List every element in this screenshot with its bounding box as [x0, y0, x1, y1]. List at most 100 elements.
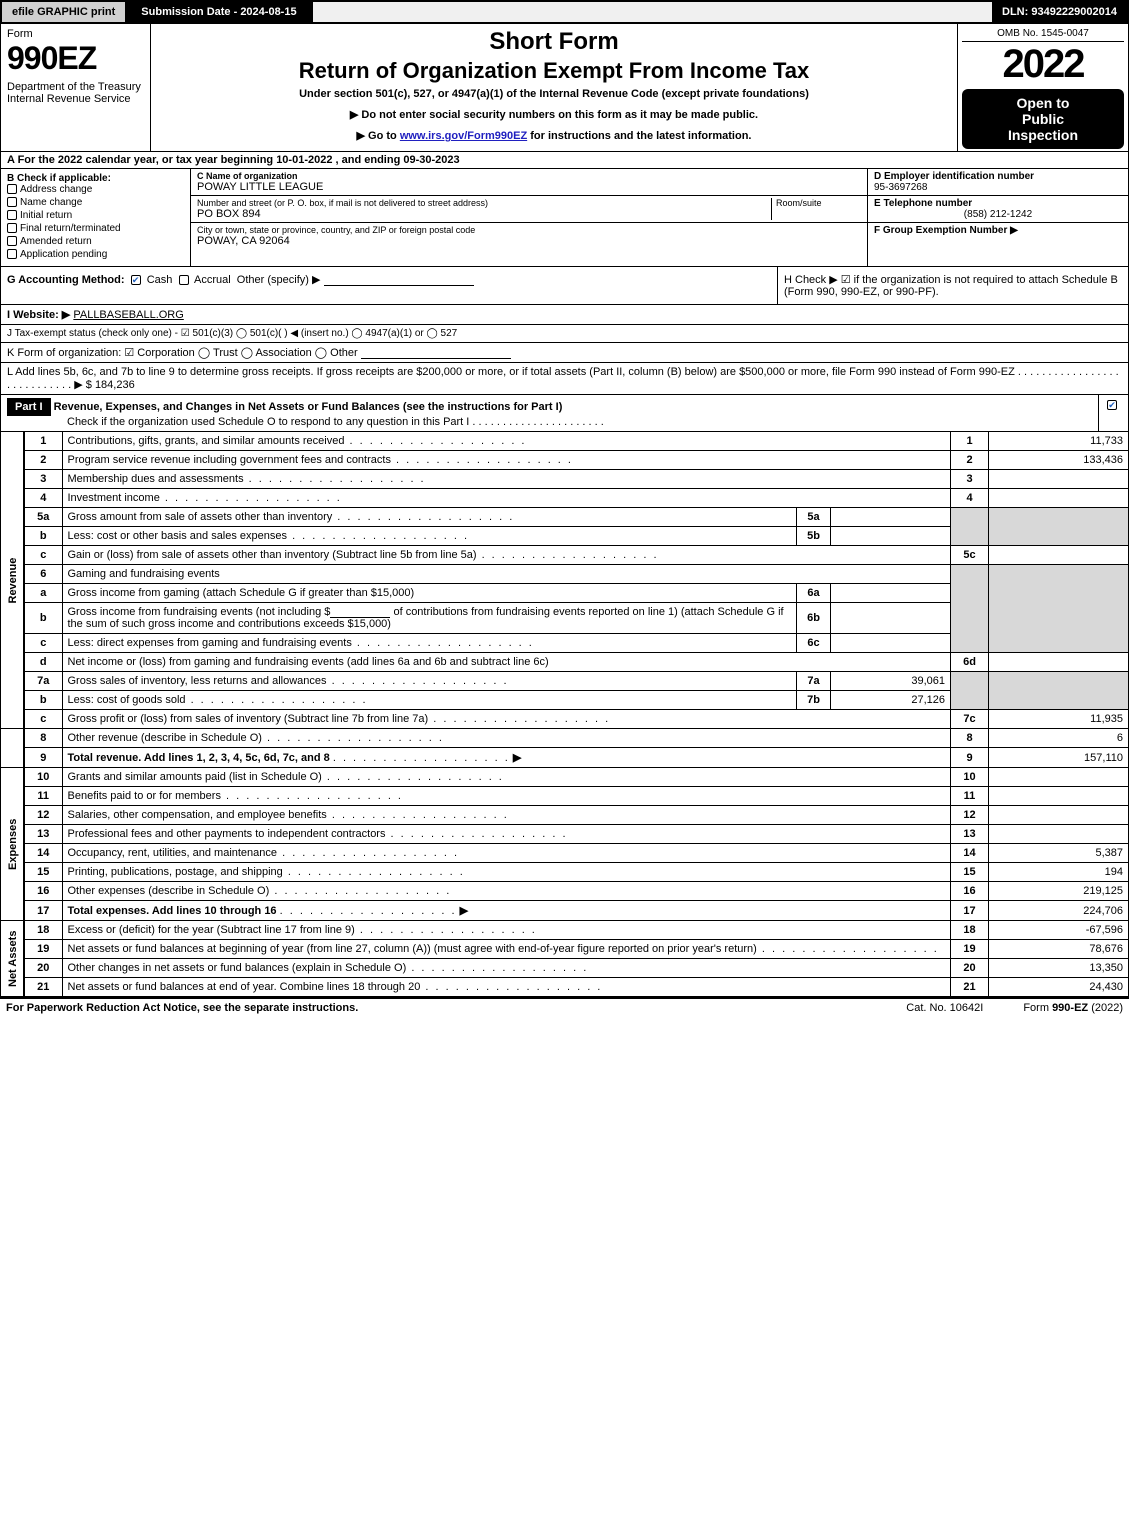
- chk-accrual[interactable]: [179, 275, 189, 285]
- omb-number: OMB No. 1545-0047: [962, 26, 1124, 42]
- line-6a-midval: [831, 584, 951, 603]
- line-6b-blank[interactable]: [330, 606, 390, 618]
- line-12-num: 12: [24, 806, 62, 825]
- line-6a-num: a: [24, 584, 62, 603]
- form-header: Form 990EZ Department of the Treasury In…: [0, 24, 1129, 152]
- chk-final-return[interactable]: Final return/terminated: [7, 223, 184, 234]
- section-bcdef: B Check if applicable: Address change Na…: [0, 169, 1129, 267]
- cash-label: Cash: [147, 274, 173, 286]
- line-1-ref: 1: [951, 432, 989, 451]
- line-5b-midval: [831, 527, 951, 546]
- part-i-checkbox[interactable]: [1098, 395, 1128, 431]
- city: POWAY, CA 92064: [197, 235, 861, 247]
- open2: Public: [966, 111, 1120, 127]
- group-exemption-label: F Group Exemption Number ▶: [874, 225, 1122, 236]
- line-13-amt: [989, 825, 1129, 844]
- website-label: I Website: ▶: [7, 309, 70, 321]
- line-14-num: 14: [24, 844, 62, 863]
- line-21-amt: 24,430: [989, 978, 1129, 997]
- efile-print-button[interactable]: efile GRAPHIC print: [2, 2, 127, 22]
- chk-amended-return[interactable]: Amended return: [7, 236, 184, 247]
- ein-label: D Employer identification number: [874, 171, 1034, 182]
- line-6d-amt: [989, 653, 1129, 672]
- line-14-ref: 14: [951, 844, 989, 863]
- line-10-amt: [989, 768, 1129, 787]
- line-3-ref: 3: [951, 470, 989, 489]
- row-gh: G Accounting Method: Cash Accrual Other …: [0, 267, 1129, 305]
- b-label: B Check if applicable:: [7, 173, 184, 184]
- line-4-num: 4: [24, 489, 62, 508]
- chk-application-pending[interactable]: Application pending: [7, 249, 184, 260]
- chk-address-change[interactable]: Address change: [7, 184, 184, 195]
- chk-initial-return[interactable]: Initial return: [7, 210, 184, 221]
- line-8-ref: 8: [951, 729, 989, 748]
- header-right: OMB No. 1545-0047 2022 Open to Public In…: [958, 24, 1128, 151]
- ein-value: 95-3697268: [874, 182, 1122, 193]
- form-number: 990EZ: [7, 40, 144, 77]
- line-19-desc: Net assets or fund balances at beginning…: [62, 940, 951, 959]
- other-org-input[interactable]: [361, 347, 511, 359]
- line-19-amt: 78,676: [989, 940, 1129, 959]
- l-text: L Add lines 5b, 6c, and 7b to line 9 to …: [7, 366, 1119, 391]
- grey-5ab: [951, 508, 989, 546]
- line-5a-desc: Gross amount from sale of assets other t…: [62, 508, 797, 527]
- line-14-amt: 5,387: [989, 844, 1129, 863]
- line-6b-mid: 6b: [797, 603, 831, 634]
- line-11-ref: 11: [951, 787, 989, 806]
- line-7a-midval: 39,061: [831, 672, 951, 691]
- footer-left: For Paperwork Reduction Act Notice, see …: [6, 1002, 358, 1014]
- line-9-num: 9: [24, 748, 62, 768]
- line-16-desc: Other expenses (describe in Schedule O): [62, 882, 951, 901]
- chk-name-change[interactable]: Name change: [7, 197, 184, 208]
- line-6a-desc: Gross income from gaming (attach Schedul…: [62, 584, 797, 603]
- tax-year: 2022: [962, 42, 1124, 87]
- form-of-organization-row: K Form of organization: ☑ Corporation ◯ …: [0, 343, 1129, 363]
- line-4-desc: Investment income: [62, 489, 951, 508]
- line-8-num: 8: [24, 729, 62, 748]
- line-19-num: 19: [24, 940, 62, 959]
- line-17-ref: 17: [951, 901, 989, 921]
- line-6d-num: d: [24, 653, 62, 672]
- room-label: Room/suite: [776, 198, 861, 208]
- row-a-text: A For the 2022 calendar year, or tax yea…: [7, 154, 460, 166]
- schedule-b-check: H Check ▶ ☑ if the organization is not r…: [778, 267, 1128, 304]
- line-6d-desc: Net income or (loss) from gaming and fun…: [62, 653, 951, 672]
- top-bar: efile GRAPHIC print Submission Date - 20…: [0, 0, 1129, 24]
- revenue-section-label: Revenue: [1, 432, 25, 729]
- street: PO BOX 894: [197, 208, 771, 220]
- grey-7ab-amt: [989, 672, 1129, 710]
- accrual-label: Accrual: [194, 274, 231, 286]
- line-20-ref: 20: [951, 959, 989, 978]
- org-name-label: C Name of organization: [197, 171, 861, 181]
- line-15-ref: 15: [951, 863, 989, 882]
- line-10-num: 10: [24, 768, 62, 787]
- gross-receipts-row: L Add lines 5b, 6c, and 7b to line 9 to …: [0, 363, 1129, 395]
- line-12-desc: Salaries, other compensation, and employ…: [62, 806, 951, 825]
- line-3-num: 3: [24, 470, 62, 489]
- line-9-desc: Total revenue. Add lines 1, 2, 3, 4, 5c,…: [62, 748, 951, 768]
- irs-link[interactable]: www.irs.gov/Form990EZ: [400, 130, 527, 142]
- org-name-row: C Name of organization POWAY LITTLE LEAG…: [191, 169, 867, 196]
- goto-line: ▶ Go to www.irs.gov/Form990EZ for instru…: [159, 129, 949, 142]
- netassets-section-label: Net Assets: [1, 921, 25, 997]
- form-label: Form: [7, 28, 144, 40]
- line-8-amt: 6: [989, 729, 1129, 748]
- line-7b-num: b: [24, 691, 62, 710]
- open1: Open to: [966, 95, 1120, 111]
- line-18-desc: Excess or (deficit) for the year (Subtra…: [62, 921, 951, 940]
- other-specify-input[interactable]: [324, 274, 474, 286]
- line-7c-amt: 11,935: [989, 710, 1129, 729]
- line-5a-num: 5a: [24, 508, 62, 527]
- line-5c-amt: [989, 546, 1129, 565]
- chk-cash[interactable]: [131, 275, 141, 285]
- website-value[interactable]: PALLBASEBALL.ORG: [73, 309, 183, 321]
- part-i-header: Part I Revenue, Expenses, and Changes in…: [0, 395, 1129, 432]
- city-row: City or town, state or province, country…: [191, 223, 867, 249]
- col-b-checkboxes: B Check if applicable: Address change Na…: [1, 169, 191, 266]
- line-17-desc: Total expenses. Add lines 10 through 16 …: [62, 901, 951, 921]
- line-11-num: 11: [24, 787, 62, 806]
- line-15-amt: 194: [989, 863, 1129, 882]
- line-2-amt: 133,436: [989, 451, 1129, 470]
- street-row: Number and street (or P. O. box, if mail…: [191, 196, 867, 223]
- line-6-desc: Gaming and fundraising events: [62, 565, 951, 584]
